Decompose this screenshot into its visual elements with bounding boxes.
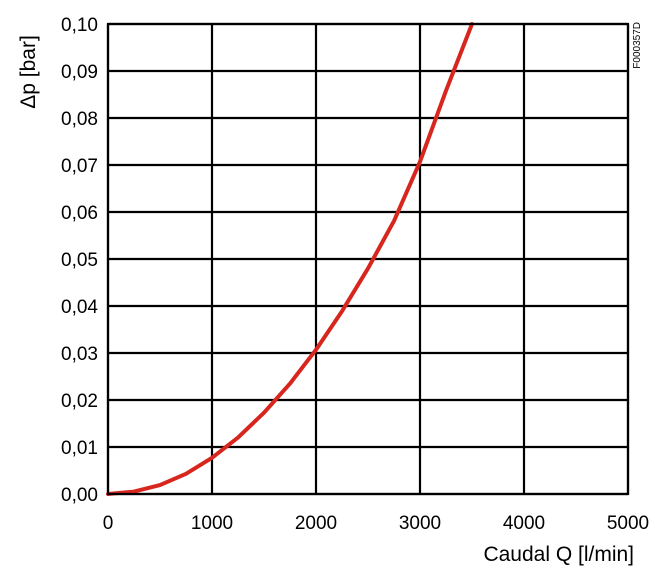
y-tick-label: 0,06 [61,203,98,224]
plot-border [106,22,630,496]
grid [106,22,630,496]
pressure-drop-curve [106,22,474,496]
y-tick-label: 0,00 [61,485,98,506]
x-tick-label: 1000 [191,513,233,534]
y-tick-label: 0,05 [61,250,98,271]
y-tick-label: 0,09 [61,62,98,83]
x-axis-title: Caudal Q [l/min] [483,543,634,566]
y-tick-label: 0,02 [61,391,98,412]
y-tick-label: 0,03 [61,344,98,365]
y-tick-label: 0,04 [61,297,98,318]
x-tick-label: 0 [103,513,114,534]
x-tick-label: 4000 [503,513,545,534]
y-axis-title: Δp [bar] [17,35,40,109]
y-tick-label: 0,08 [61,109,98,130]
x-tick-label: 3000 [399,513,441,534]
y-tick-label: 0,10 [61,15,98,36]
y-tick-labels: 0,00 0,01 0,02 0,03 0,04 0,05 0,06 0,07 0,08 0,09… [61,15,98,506]
y-tick-label: 0,01 [61,438,98,459]
x-tick-labels: 0 1000 2000 3000 4000 5000 [103,513,649,534]
figure-code: F000357D [632,22,643,69]
x-tick-label: 2000 [295,513,337,534]
plot-frame [106,22,630,496]
x-tick-label: 5000 [607,513,649,534]
series-layer [106,22,474,496]
y-tick-label: 0,07 [61,156,98,177]
